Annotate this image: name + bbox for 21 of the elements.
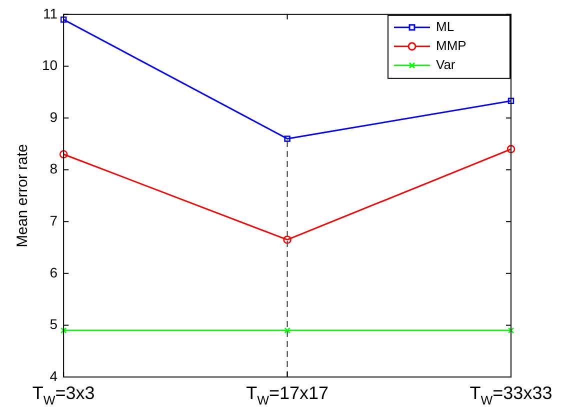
point <box>60 327 67 334</box>
point <box>284 327 290 334</box>
y-axis-title: Mean error rate <box>14 144 32 248</box>
y-tick-label: 8 <box>50 160 58 177</box>
point <box>283 236 292 244</box>
point <box>508 327 514 334</box>
point <box>508 98 514 104</box>
y-tick-label: 10 <box>42 57 58 74</box>
legend-label: MMP <box>436 38 466 53</box>
y-tick-label: 6 <box>50 264 58 280</box>
legend-label: Var <box>436 56 456 72</box>
y-tick-label: 9 <box>50 108 58 125</box>
point <box>284 136 290 142</box>
point <box>59 150 68 158</box>
y-tick-label: 7 <box>50 212 58 228</box>
point <box>60 16 67 23</box>
y-tick-label: 5 <box>50 316 58 332</box>
point <box>506 144 516 154</box>
y-tick-label: 4 <box>50 368 58 384</box>
y-tick-label: 11 <box>43 5 58 22</box>
legend-label: ML <box>436 18 454 34</box>
